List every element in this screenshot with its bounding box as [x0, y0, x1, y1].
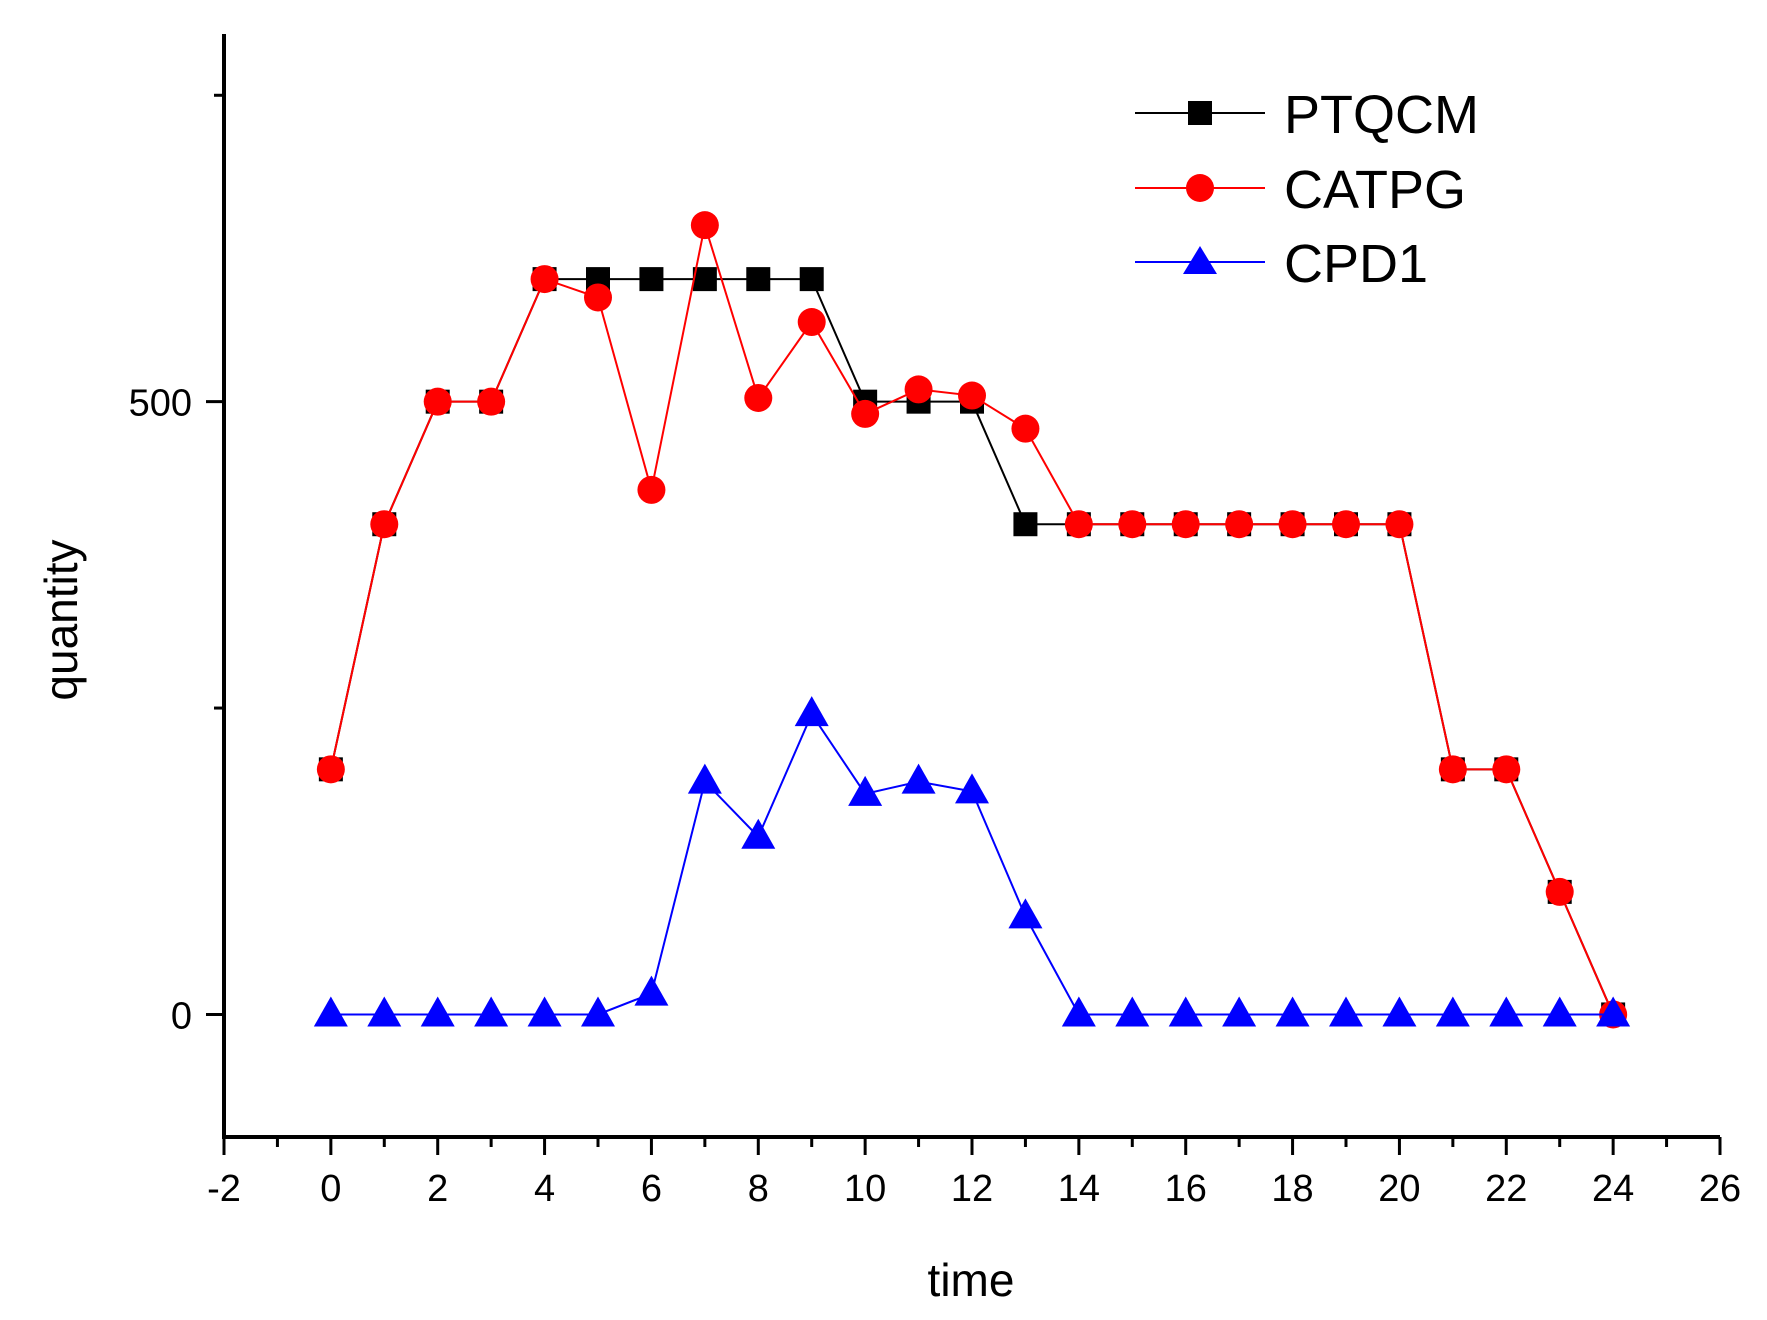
series-line-cpd1: [330, 712, 1614, 1016]
y-axis-title: quantity: [35, 539, 87, 700]
plot-series: [313, 211, 1631, 1029]
data-point-cpd1: [1168, 996, 1203, 1027]
data-point-ptqcm: [746, 267, 771, 292]
data-point-catpg: [1332, 510, 1360, 539]
data-point-cpd1: [527, 996, 562, 1027]
series-cpd1: [313, 696, 1631, 1027]
x-tick-label: 12: [951, 1168, 993, 1210]
y-axis-ticks: 0 500: [129, 93, 224, 1037]
data-point-cpd1: [955, 773, 989, 804]
data-point-catpg: [1278, 510, 1307, 539]
data-point-cpd1: [1222, 996, 1257, 1027]
x-tick-label: 22: [1485, 1168, 1527, 1210]
data-point-catpg: [1171, 510, 1200, 539]
data-point-cpd1: [1382, 996, 1417, 1027]
data-point-cpd1: [634, 975, 669, 1006]
data-point-catpg: [316, 755, 345, 784]
data-point-cpd1: [741, 818, 776, 849]
x-tick-label: 8: [748, 1168, 769, 1210]
data-point-ptqcm: [1013, 512, 1038, 537]
data-point-catpg: [904, 375, 933, 404]
x-axis-ticks: -2 0 2 4 6 8 10 12 14 16 18 20 22 24 26: [207, 1137, 1741, 1210]
legend-item-cpd1: CPD1: [1135, 234, 1428, 294]
data-point-catpg: [477, 387, 506, 416]
legend-label-catpg: CATPG: [1284, 160, 1466, 220]
x-tick-label: 20: [1378, 1168, 1420, 1210]
series-catpg: [316, 211, 1628, 1029]
data-point-cpd1: [794, 696, 829, 727]
axes: [222, 34, 1720, 1139]
data-point-cpd1: [1329, 996, 1363, 1027]
legend-item-ptqcm: PTQCM: [1135, 85, 1479, 145]
y-tick-label: 0: [171, 995, 192, 1037]
data-point-catpg: [690, 211, 719, 240]
data-point-catpg: [637, 475, 666, 504]
data-point-catpg: [1438, 755, 1467, 784]
data-point-ptqcm: [799, 267, 824, 292]
y-tick-label: 500: [129, 383, 192, 425]
data-point-catpg: [958, 381, 986, 410]
data-point-cpd1: [420, 996, 455, 1027]
data-point-cpd1: [1115, 996, 1150, 1027]
data-point-ptqcm: [639, 267, 664, 292]
data-point-catpg: [530, 265, 559, 294]
data-point-cpd1: [367, 996, 402, 1027]
series-line-catpg: [329, 224, 1615, 1015]
data-point-catpg: [1385, 510, 1414, 539]
data-point-cpd1: [687, 763, 722, 794]
legend-label-cpd1: CPD1: [1284, 234, 1428, 294]
data-point-cpd1: [1596, 996, 1631, 1027]
x-tick-label: 24: [1592, 1168, 1634, 1210]
data-point-catpg: [1225, 510, 1254, 539]
x-tick-label: 0: [320, 1168, 341, 1210]
x-axis-title: time: [928, 1254, 1015, 1306]
data-point-cpd1: [1435, 996, 1470, 1027]
data-point-catpg: [797, 308, 826, 337]
data-point-catpg: [584, 283, 612, 312]
legend-marker-ptqcm: [1188, 101, 1212, 125]
data-point-cpd1: [1061, 996, 1096, 1027]
x-tick-label: 18: [1271, 1168, 1313, 1210]
data-point-cpd1: [1008, 898, 1043, 929]
legend-marker-cpd1: [1183, 246, 1217, 274]
data-point-cpd1: [313, 996, 348, 1027]
data-point-catpg: [1545, 877, 1574, 906]
data-point-catpg: [851, 399, 880, 428]
data-point-catpg: [1492, 755, 1521, 784]
data-point-catpg: [1064, 510, 1093, 539]
x-tick-label: 6: [641, 1168, 662, 1210]
data-point-catpg: [423, 387, 452, 416]
data-point-cpd1: [901, 763, 936, 794]
data-point-cpd1: [474, 996, 509, 1027]
legend-marker-catpg: [1186, 174, 1214, 202]
x-tick-label: 26: [1699, 1168, 1741, 1210]
x-tick-label: 2: [427, 1168, 448, 1210]
x-tick-label: 14: [1058, 1168, 1100, 1210]
legend-item-catpg: CATPG: [1135, 160, 1466, 220]
legend-label-ptqcm: PTQCM: [1284, 85, 1479, 145]
data-point-cpd1: [1489, 996, 1524, 1027]
x-tick-label: 4: [534, 1168, 555, 1210]
data-point-catpg: [1118, 510, 1147, 539]
x-tick-label: 10: [844, 1168, 886, 1210]
series-ptqcm: [318, 267, 1626, 1027]
x-tick-label: -2: [207, 1168, 241, 1210]
data-point-catpg: [744, 383, 773, 412]
x-tick-label: 16: [1165, 1168, 1207, 1210]
data-point-catpg: [1011, 414, 1040, 443]
legend: PTQCM CATPG CPD1: [1135, 85, 1479, 294]
data-point-ptqcm: [692, 267, 717, 292]
data-point-catpg: [370, 510, 399, 539]
data-point-cpd1: [1275, 996, 1310, 1027]
data-point-cpd1: [848, 775, 883, 806]
data-point-cpd1: [1542, 996, 1577, 1027]
data-point-cpd1: [581, 996, 615, 1027]
